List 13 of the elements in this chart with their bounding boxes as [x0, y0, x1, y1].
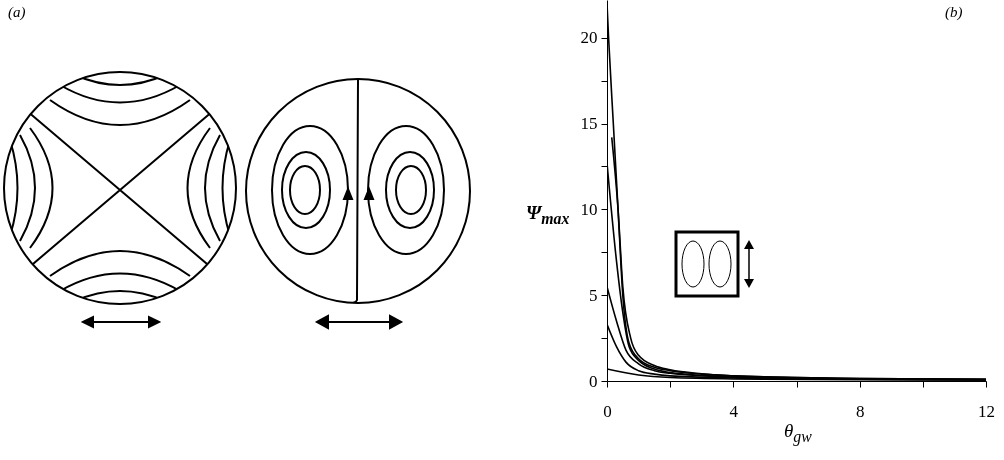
x-tick-label: 4	[729, 401, 739, 421]
x-tick-label: 12	[978, 401, 995, 421]
x-tick-label: 8	[855, 401, 865, 421]
y-tick-label: 15	[580, 114, 598, 134]
annotation: (b)	[945, 4, 963, 21]
x-axis-title: θ$_{gw}$	[784, 420, 812, 446]
text: (a)	[8, 4, 26, 21]
y-axis-title: Ψ$_{max}$	[526, 202, 570, 228]
y-tick-label: 10	[580, 199, 598, 219]
y-tick-label: 0	[589, 371, 598, 391]
y-tick-label: 5	[589, 285, 598, 305]
x-tick-label: 0	[603, 401, 612, 421]
y-tick-label: 20	[580, 28, 598, 48]
